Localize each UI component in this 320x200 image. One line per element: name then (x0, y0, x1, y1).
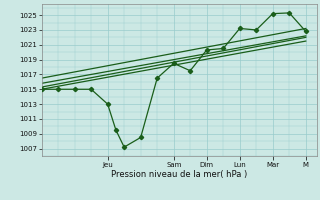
X-axis label: Pression niveau de la mer( hPa ): Pression niveau de la mer( hPa ) (111, 170, 247, 179)
